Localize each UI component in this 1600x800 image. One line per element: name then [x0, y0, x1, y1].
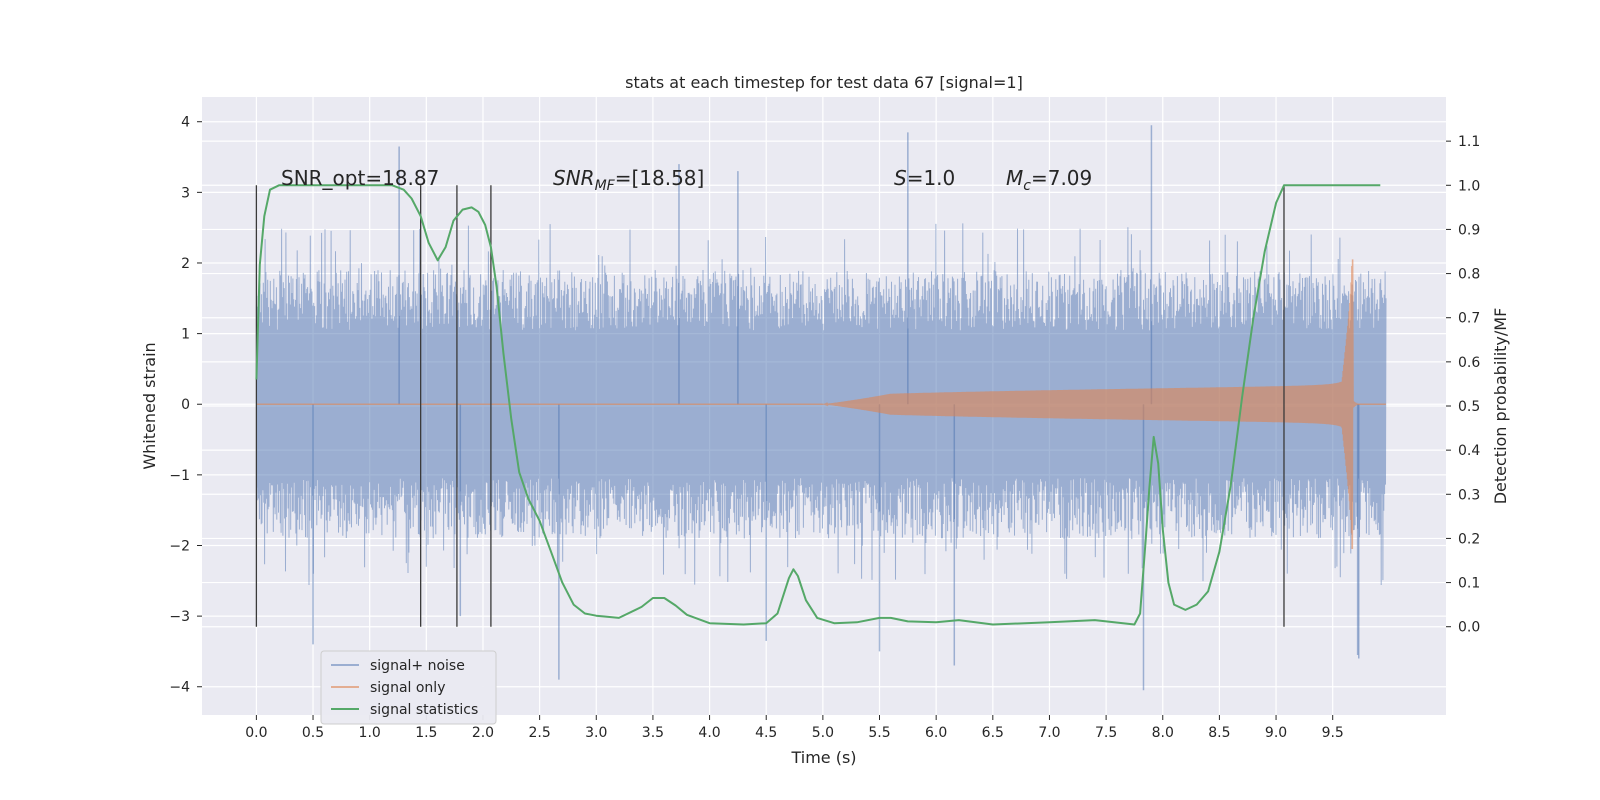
x-tick-label: 8.5 — [1208, 725, 1230, 741]
y2-tick-label: 1.1 — [1458, 134, 1480, 150]
y-tick-label: −4 — [169, 680, 190, 696]
legend-label-noise: signal+ noise — [370, 658, 465, 674]
x-tick-label: 6.5 — [982, 725, 1004, 741]
y2-tick-label: 1.0 — [1458, 178, 1480, 194]
legend-label-signal: signal only — [370, 680, 445, 696]
y-tick-label: 0 — [181, 397, 190, 413]
x-tick-label: 2.0 — [472, 725, 494, 741]
x-tick-label: 9.5 — [1322, 725, 1344, 741]
y-tick-label: −1 — [169, 468, 190, 484]
noise-trace — [255, 223, 1387, 586]
y-tick-label: −3 — [169, 609, 190, 625]
x-tick-label: 5.5 — [868, 725, 890, 741]
y2-tick-label: 0.1 — [1458, 576, 1480, 592]
x-tick-label: 7.0 — [1038, 725, 1060, 741]
x-tick-label: 3.5 — [642, 725, 664, 741]
y2-tick-label: 0.2 — [1458, 531, 1480, 547]
y2-tick-label: 0.4 — [1458, 443, 1480, 459]
annotation-snr-opt: SNR_opt=18.87 — [281, 166, 439, 190]
y-axis-label: Whitened strain — [140, 342, 159, 469]
noise-series — [255, 125, 1387, 691]
y2-tick-label: 0.8 — [1458, 267, 1480, 283]
signal-series — [256, 259, 1386, 550]
annotation-snr-mf-main: SNR — [553, 166, 595, 190]
annotation-snr-mf: SNRMF=[18.58] — [553, 166, 704, 194]
x-tick-label: 4.5 — [755, 725, 777, 741]
y-tick-label: 3 — [181, 185, 190, 201]
statistics-line — [255, 184, 1381, 626]
x-tick-label: 4.0 — [698, 725, 720, 741]
y-axis-ticks: −4 −3 −2 −1 0 1 2 3 4 — [169, 115, 202, 696]
y-tick-label: 2 — [181, 256, 190, 272]
x-tick-label: 0.5 — [302, 725, 324, 741]
x-tick-label: 5.0 — [812, 725, 834, 741]
x-tick-label: 3.0 — [585, 725, 607, 741]
y2-tick-label: 0.9 — [1458, 222, 1480, 238]
annotation-mc: Mc=7.09 — [1006, 166, 1092, 194]
x-tick-label: 9.0 — [1265, 725, 1287, 741]
legend-box — [320, 650, 497, 725]
annotation-mc-main: M — [1006, 166, 1023, 190]
legend-label-stats: signal statistics — [370, 702, 478, 718]
y-tick-label: 1 — [181, 327, 190, 343]
chart-title: stats at each timestep for test data 67 … — [625, 73, 1023, 92]
x-tick-label: 1.5 — [415, 725, 437, 741]
y2-tick-label: 0.5 — [1458, 399, 1480, 415]
x-tick-label: 8.0 — [1152, 725, 1174, 741]
x-tick-label: 1.0 — [359, 725, 381, 741]
annotation-snr-mf-rest: =[18.58] — [615, 166, 705, 190]
x-tick-label: 6.0 — [925, 725, 947, 741]
y2-axis-ticks: 0.0 0.1 0.2 0.3 0.4 0.5 0.6 0.7 0.8 0.9 1.0 1.1 — [1446, 134, 1480, 636]
y2-tick-label: 0.0 — [1458, 620, 1480, 636]
annotation-s: S=1.0 — [894, 166, 955, 190]
x-axis-ticks: 0.0 0.5 1.0 1.5 2.0 2.5 3.0 3.5 4.0 4.5 5.0 5.5 6.0 6… — [245, 715, 1344, 741]
x-tick-label: 0.0 — [245, 725, 267, 741]
vertical-marker-lines — [255, 185, 1285, 627]
y2-tick-label: 0.6 — [1458, 355, 1480, 371]
y2-tick-label: 0.7 — [1458, 311, 1480, 327]
annotation-s-main: S — [894, 166, 907, 190]
annotation-s-rest: =1.0 — [907, 166, 956, 190]
x-tick-label: 2.5 — [528, 725, 550, 741]
x-tick-label: 7.5 — [1095, 725, 1117, 741]
y-tick-label: −2 — [169, 538, 190, 554]
statistics-series — [255, 184, 1381, 626]
y2-axis-label: Detection probability/MF — [1491, 308, 1510, 505]
annotation-mc-rest: =7.09 — [1031, 166, 1092, 190]
y-tick-label: 4 — [181, 115, 190, 131]
annotation-mc-sub: c — [1023, 178, 1031, 194]
legend: signal+ noise signal only signal statist… — [320, 650, 497, 725]
x-axis-label: Time (s) — [790, 748, 856, 767]
y2-tick-label: 0.3 — [1458, 487, 1480, 503]
signal-trace — [822, 259, 1358, 550]
annotation-snr-mf-sub: MF — [595, 178, 616, 194]
